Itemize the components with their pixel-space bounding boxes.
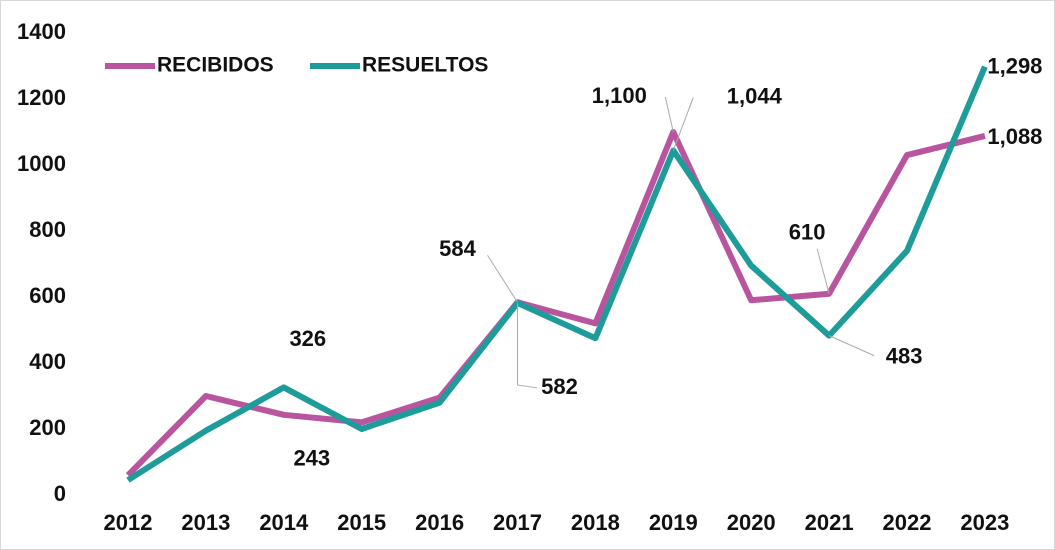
x-tick-label: 2016 [415,510,464,535]
x-tick-label: 2020 [727,510,776,535]
data-label: 243 [293,446,330,471]
y-tick-label: 1000 [17,151,66,176]
data-label: 610 [789,220,826,245]
leader-line [517,302,538,389]
legend-label: RESUELTOS [362,54,488,77]
leader-line [664,96,674,133]
y-tick-label: 200 [29,415,66,440]
y-tick-label: 600 [29,283,66,308]
leader-line [816,248,830,294]
x-tick-label: 2014 [259,510,309,535]
leader-line [828,335,875,357]
data-label: 1,088 [987,124,1042,149]
y-tick-label: 400 [29,349,66,374]
y-tick-label: 800 [29,217,66,242]
x-tick-label: 2023 [960,510,1009,535]
legend-label: RECIBIDOS [157,54,274,77]
data-label: 483 [886,343,923,368]
y-tick-label: 0 [54,481,66,506]
x-tick-label: 2018 [571,510,620,535]
data-label: 584 [439,236,476,261]
line-series [125,129,986,478]
leader-line [487,255,518,303]
x-tick-label: 2019 [649,510,698,535]
line-series [126,65,988,483]
data-label: 1,100 [592,83,647,108]
x-tick-label: 2022 [883,510,932,535]
x-tick-label: 2015 [337,510,386,535]
x-tick-label: 2021 [805,510,854,535]
y-tick-label: 1400 [17,19,66,44]
data-label: 582 [541,374,578,399]
x-tick-label: 2013 [181,510,230,535]
data-label: 1,044 [727,83,783,108]
y-tick-label: 1200 [17,85,66,110]
leader-line [672,97,694,151]
data-label: 1,298 [987,53,1042,78]
x-tick-label: 2012 [104,510,153,535]
data-label: 326 [289,326,326,351]
x-tick-label: 2017 [493,510,542,535]
